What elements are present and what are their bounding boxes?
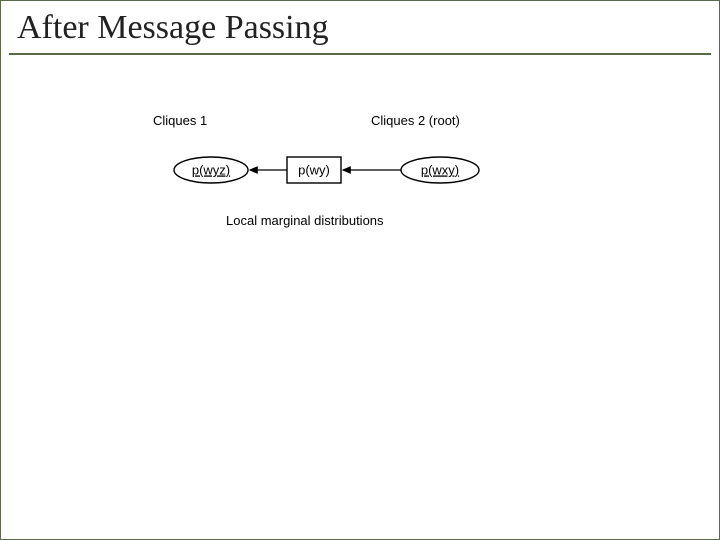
clique2-node-label: p(wxy) bbox=[421, 162, 459, 177]
clique1-node bbox=[174, 157, 248, 183]
diagram-stage: Cliques 1 Cliques 2 (root) p(wyz) p(wy) … bbox=[1, 55, 719, 515]
separator-node-label: p(wy) bbox=[298, 162, 330, 177]
clique2-label: Cliques 2 (root) bbox=[371, 113, 460, 128]
page-title: After Message Passing bbox=[17, 9, 707, 47]
clique1-node-label: p(wyz) bbox=[192, 162, 230, 177]
separator-node bbox=[287, 157, 341, 183]
junction-tree-diagram: p(wyz) p(wy) p(wxy) bbox=[1, 55, 720, 515]
clique1-label: Cliques 1 bbox=[153, 113, 207, 128]
clique2-node bbox=[401, 157, 479, 183]
caption: Local marginal distributions bbox=[226, 213, 384, 228]
